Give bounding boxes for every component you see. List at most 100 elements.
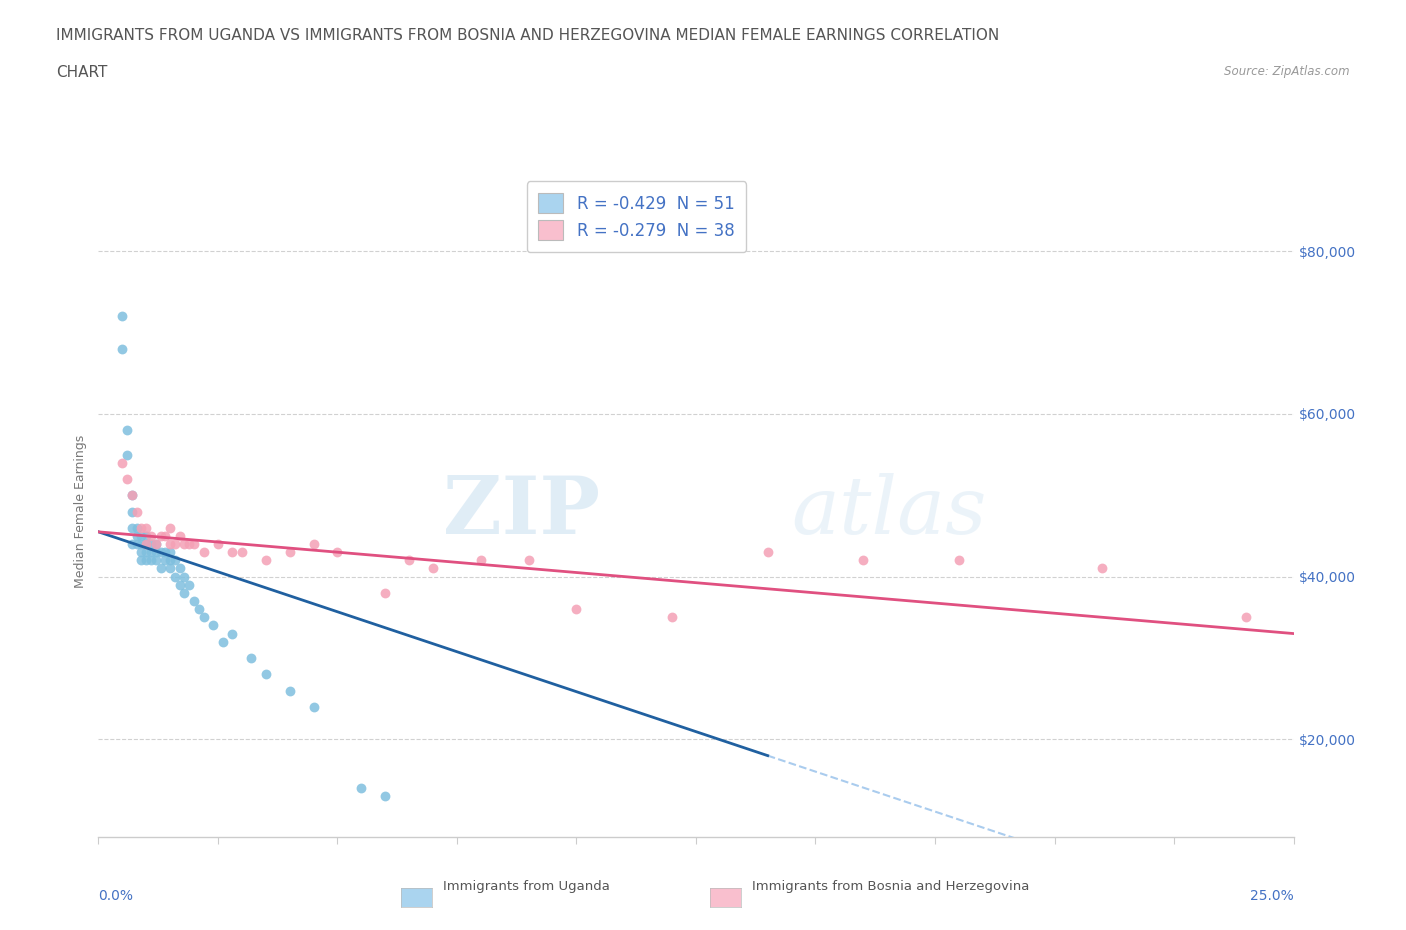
Point (159, 545, 181, 560)
Y-axis label: Median Female Earnings: Median Female Earnings (75, 435, 87, 588)
Point (374, 586, 396, 601)
Point (111, 341, 134, 356)
Point (202, 618, 225, 633)
Point (155, 528, 177, 543)
Text: 25.0%: 25.0% (1250, 889, 1294, 903)
Point (254, 667, 277, 682)
Point (125, 521, 148, 536)
Point (121, 487, 143, 502)
Point (121, 537, 143, 551)
Point (131, 528, 153, 543)
Point (135, 537, 157, 551)
Text: Source: ZipAtlas.com: Source: ZipAtlas.com (1225, 65, 1350, 78)
Point (948, 552, 970, 567)
Point (422, 561, 444, 576)
Point (163, 569, 186, 584)
Point (169, 578, 191, 592)
Point (131, 521, 153, 536)
Point (155, 552, 177, 567)
Point (1091, 561, 1114, 576)
Point (183, 593, 205, 608)
Point (163, 537, 186, 551)
Point (159, 552, 181, 567)
Point (326, 545, 349, 560)
Point (145, 545, 167, 560)
Text: Immigrants from Uganda: Immigrants from Uganda (443, 880, 610, 893)
Point (398, 552, 420, 567)
Point (121, 487, 143, 502)
Point (139, 528, 162, 543)
Point (149, 561, 172, 576)
Point (125, 504, 148, 519)
Point (115, 447, 138, 462)
Point (179, 537, 201, 551)
Point (111, 456, 134, 471)
Point (135, 537, 157, 551)
Point (131, 537, 153, 551)
Point (207, 537, 229, 551)
Point (159, 537, 181, 551)
Point (517, 552, 540, 567)
Point (139, 545, 162, 560)
Point (125, 528, 148, 543)
Point (111, 309, 134, 324)
Point (661, 610, 683, 625)
Point (169, 561, 191, 576)
Point (470, 552, 492, 567)
Text: 0.0%: 0.0% (98, 889, 134, 903)
Point (135, 528, 157, 543)
Text: Immigrants from Bosnia and Herzegovina: Immigrants from Bosnia and Herzegovina (752, 880, 1029, 893)
Text: atlas: atlas (792, 472, 987, 551)
Text: CHART: CHART (56, 65, 108, 80)
Point (231, 545, 253, 560)
Point (193, 610, 215, 625)
Point (155, 545, 177, 560)
Point (756, 545, 779, 560)
Point (135, 552, 157, 567)
Point (852, 552, 875, 567)
Point (139, 552, 162, 567)
Point (278, 683, 301, 698)
Point (193, 545, 215, 560)
Point (131, 545, 153, 560)
Point (149, 545, 172, 560)
Point (350, 781, 373, 796)
Point (121, 504, 143, 519)
Point (173, 569, 195, 584)
Text: IMMIGRANTS FROM UGANDA VS IMMIGRANTS FROM BOSNIA AND HERZEGOVINA MEDIAN FEMALE E: IMMIGRANTS FROM UGANDA VS IMMIGRANTS FRO… (56, 28, 1000, 43)
Point (221, 626, 243, 641)
Point (135, 545, 157, 560)
Point (173, 537, 195, 551)
Point (565, 602, 588, 617)
Legend: R = -0.429  N = 51, R = -0.279  N = 38: R = -0.429 N = 51, R = -0.279 N = 38 (526, 181, 747, 252)
Point (173, 586, 195, 601)
Point (211, 634, 233, 649)
Point (115, 472, 138, 486)
Point (115, 423, 138, 438)
Point (135, 521, 157, 536)
Point (145, 552, 167, 567)
Point (139, 537, 162, 551)
Point (125, 537, 148, 551)
Point (302, 699, 325, 714)
Point (145, 537, 167, 551)
Text: ZIP: ZIP (443, 472, 600, 551)
Point (302, 537, 325, 551)
Point (240, 651, 263, 666)
Point (149, 528, 172, 543)
Point (278, 545, 301, 560)
Point (159, 561, 181, 576)
Point (131, 552, 153, 567)
Point (1234, 610, 1257, 625)
Point (179, 578, 201, 592)
Point (121, 521, 143, 536)
Point (187, 602, 209, 617)
Point (159, 521, 181, 536)
Point (163, 552, 186, 567)
Point (145, 537, 167, 551)
Point (254, 552, 277, 567)
Point (169, 528, 191, 543)
Point (221, 545, 243, 560)
Point (374, 789, 396, 804)
Point (183, 537, 205, 551)
